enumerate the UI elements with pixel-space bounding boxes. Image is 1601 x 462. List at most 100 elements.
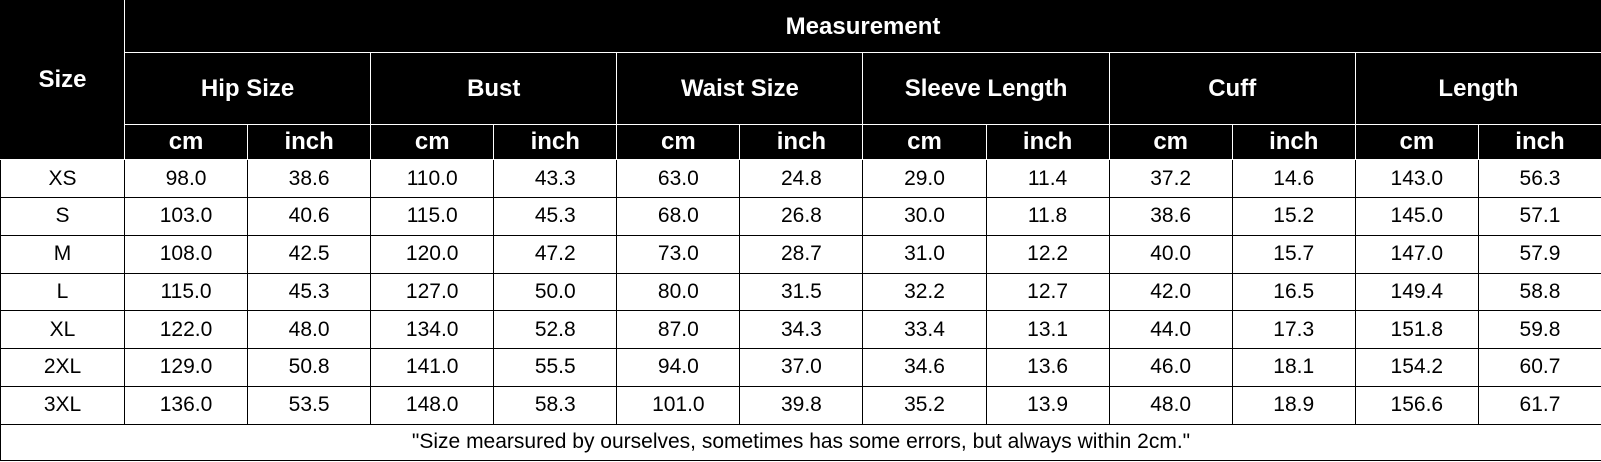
value-cell: 103.0 [123, 196, 249, 236]
value-cell: 13.1 [985, 310, 1110, 350]
size-cell: 3XL [0, 385, 125, 425]
unit-header: inch [985, 123, 1110, 161]
size-cell: XL [0, 310, 125, 350]
value-cell: 47.2 [493, 234, 618, 274]
value-cell: 29.0 [862, 159, 987, 198]
value-cell: 26.8 [739, 196, 864, 236]
value-cell: 37.2 [1108, 159, 1233, 198]
value-cell: 17.3 [1231, 310, 1356, 350]
value-cell: 115.0 [123, 272, 249, 312]
value-cell: 18.1 [1231, 348, 1356, 387]
value-cell: 38.6 [1108, 196, 1233, 236]
value-cell: 143.0 [1354, 159, 1479, 198]
value-cell: 48.0 [247, 310, 372, 350]
value-cell: 145.0 [1354, 196, 1479, 236]
value-cell: 61.7 [1477, 385, 1601, 425]
header-row: Size Measurement [0, 0, 1601, 161]
value-cell: 63.0 [616, 159, 741, 198]
note: "Size mearsured by ourselves, sometimes … [0, 423, 1601, 462]
value-cell: 12.7 [985, 272, 1110, 312]
unit-header: inch [1477, 123, 1601, 161]
value-cell: 108.0 [123, 234, 249, 274]
value-cell: 42.0 [1108, 272, 1233, 312]
value-cell: 28.7 [739, 234, 864, 274]
value-cell: 94.0 [616, 348, 741, 387]
data-row: 2XL 129.0 50.8 141.0 55.5 94.0 37.0 34.6 13.6 46.… [0, 348, 1601, 387]
value-cell: 39.8 [739, 385, 864, 425]
value-cell: 33.4 [862, 310, 987, 350]
value-cell: 56.3 [1477, 159, 1601, 198]
value-cell: 34.6 [862, 348, 987, 387]
data-row: S 103.0 40.6 115.0 45.3 68.0 26.8 30.0 11.8 38.6 1… [0, 196, 1601, 236]
value-cell: 44.0 [1108, 310, 1233, 350]
data-row: 3XL 136.0 53.5 148.0 58.3 101.0 39.8 35.2 13.9 48… [0, 385, 1601, 425]
value-cell: 43.3 [493, 159, 618, 198]
value-cell: 16.5 [1231, 272, 1356, 312]
value-cell: 53.5 [247, 385, 372, 425]
value-cell: 46.0 [1108, 348, 1233, 387]
value-cell: 73.0 [616, 234, 741, 274]
data-row: L 115.0 45.3 127.0 50.0 80.0 31.5 32.2 12.7 42.0 1… [0, 272, 1601, 312]
value-cell: 147.0 [1354, 234, 1479, 274]
value-cell: 24.8 [739, 159, 864, 198]
value-cell: 40.6 [247, 196, 372, 236]
size-cell: XS [0, 159, 125, 198]
size-header: Size [0, 0, 125, 161]
value-cell: 34.3 [739, 310, 864, 350]
value-cell: 45.3 [247, 272, 372, 312]
value-cell: 110.0 [370, 159, 495, 198]
data-row: XS 98.0 38.6 110.0 43.3 63.0 24.8 29.0 11.4 37.2 1… [0, 159, 1601, 198]
value-cell: 30.0 [862, 196, 987, 236]
measure-header: Length [1354, 52, 1601, 125]
value-cell: 15.2 [1231, 196, 1356, 236]
value-cell: 60.7 [1477, 348, 1601, 387]
unit-header: inch [493, 123, 618, 161]
value-cell: 115.0 [370, 196, 495, 236]
value-cell: 57.1 [1477, 196, 1601, 236]
value-cell: 40.0 [1108, 234, 1233, 274]
value-cell: 13.9 [985, 385, 1110, 425]
note-row: "Size mearsured by ourselves, sometimes … [0, 423, 1601, 462]
value-cell: 45.3 [493, 196, 618, 236]
value-cell: 11.8 [985, 196, 1110, 236]
value-cell: 12.2 [985, 234, 1110, 274]
value-cell: 120.0 [370, 234, 495, 274]
value-cell: 156.6 [1354, 385, 1479, 425]
value-cell: 87.0 [616, 310, 741, 350]
value-cell: 31.5 [739, 272, 864, 312]
data-row: XL 122.0 48.0 134.0 52.8 87.0 34.3 33.4 13.1 44.0… [0, 310, 1601, 350]
unit-header: inch [1231, 123, 1356, 161]
measure-header: Hip Size [123, 52, 372, 125]
value-cell: 50.8 [247, 348, 372, 387]
measure-header: Bust [370, 52, 618, 125]
unit-header: cm [370, 123, 495, 161]
value-cell: 37.0 [739, 348, 864, 387]
value-cell: 148.0 [370, 385, 495, 425]
value-cell: 122.0 [123, 310, 249, 350]
header-row: Hip Size Bust Waist Size Sleeve Length Cuff L… [1, 52, 1601, 125]
value-cell: 18.9 [1231, 385, 1356, 425]
value-cell: 101.0 [616, 385, 741, 425]
value-cell: 98.0 [123, 159, 249, 198]
value-cell: 127.0 [370, 272, 495, 312]
size-cell: M [0, 234, 125, 274]
measure-header: Waist Size [616, 52, 864, 125]
value-cell: 11.4 [985, 159, 1110, 198]
value-cell: 31.0 [862, 234, 987, 274]
value-cell: 52.8 [493, 310, 618, 350]
size-cell: S [0, 196, 125, 236]
value-cell: 57.9 [1477, 234, 1601, 274]
size-cell: L [0, 272, 125, 312]
value-cell: 48.0 [1108, 385, 1233, 425]
unit-header: cm [616, 123, 741, 161]
group-header: Measurement [123, 0, 1601, 54]
data-row: M 108.0 42.5 120.0 47.2 73.0 28.7 31.0 12.2 40.0 1… [0, 234, 1601, 274]
unit-header: cm [862, 123, 987, 161]
value-cell: 149.4 [1354, 272, 1479, 312]
unit-row: cm inch cm inch cm inch cm inch cm inch cm inch [1, 123, 1601, 161]
value-cell: 35.2 [862, 385, 987, 425]
value-cell: 15.7 [1231, 234, 1356, 274]
value-cell: 55.5 [493, 348, 618, 387]
